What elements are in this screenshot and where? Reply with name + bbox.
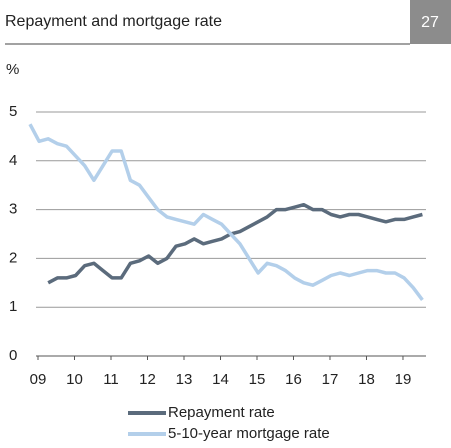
x-tick-label: 11: [103, 371, 119, 388]
y-tick-label: 1: [9, 298, 17, 315]
chart-title: Repayment and mortgage rate: [5, 13, 222, 30]
series-line: [47, 202, 423, 285]
badge-box: [410, 0, 451, 44]
x-tick-label: 14: [212, 371, 229, 388]
x-tick-label: 19: [395, 371, 412, 388]
y-tick-label: 4: [9, 152, 17, 169]
x-tick-label: 16: [285, 371, 302, 388]
series-line: [28, 123, 424, 301]
x-tick-label: 17: [322, 371, 339, 388]
y-tick-label: 5: [9, 103, 17, 120]
y-axis-label: %: [6, 61, 19, 78]
x-tick-label: 13: [176, 371, 193, 388]
y-tick-label: 0: [9, 347, 17, 364]
y-tick-label: 2: [9, 249, 17, 266]
x-tick-label: 15: [249, 371, 266, 388]
y-tick-label: 3: [9, 201, 17, 218]
legend-label: 5-10-year mortgage rate: [168, 425, 330, 442]
x-tick-label: 18: [358, 371, 375, 388]
badge: 27: [421, 14, 439, 31]
x-tick-label: 10: [66, 371, 83, 388]
x-tick-label: 12: [139, 371, 156, 388]
x-tick-label: 09: [30, 371, 47, 388]
legend-label: Repayment rate: [168, 404, 275, 421]
